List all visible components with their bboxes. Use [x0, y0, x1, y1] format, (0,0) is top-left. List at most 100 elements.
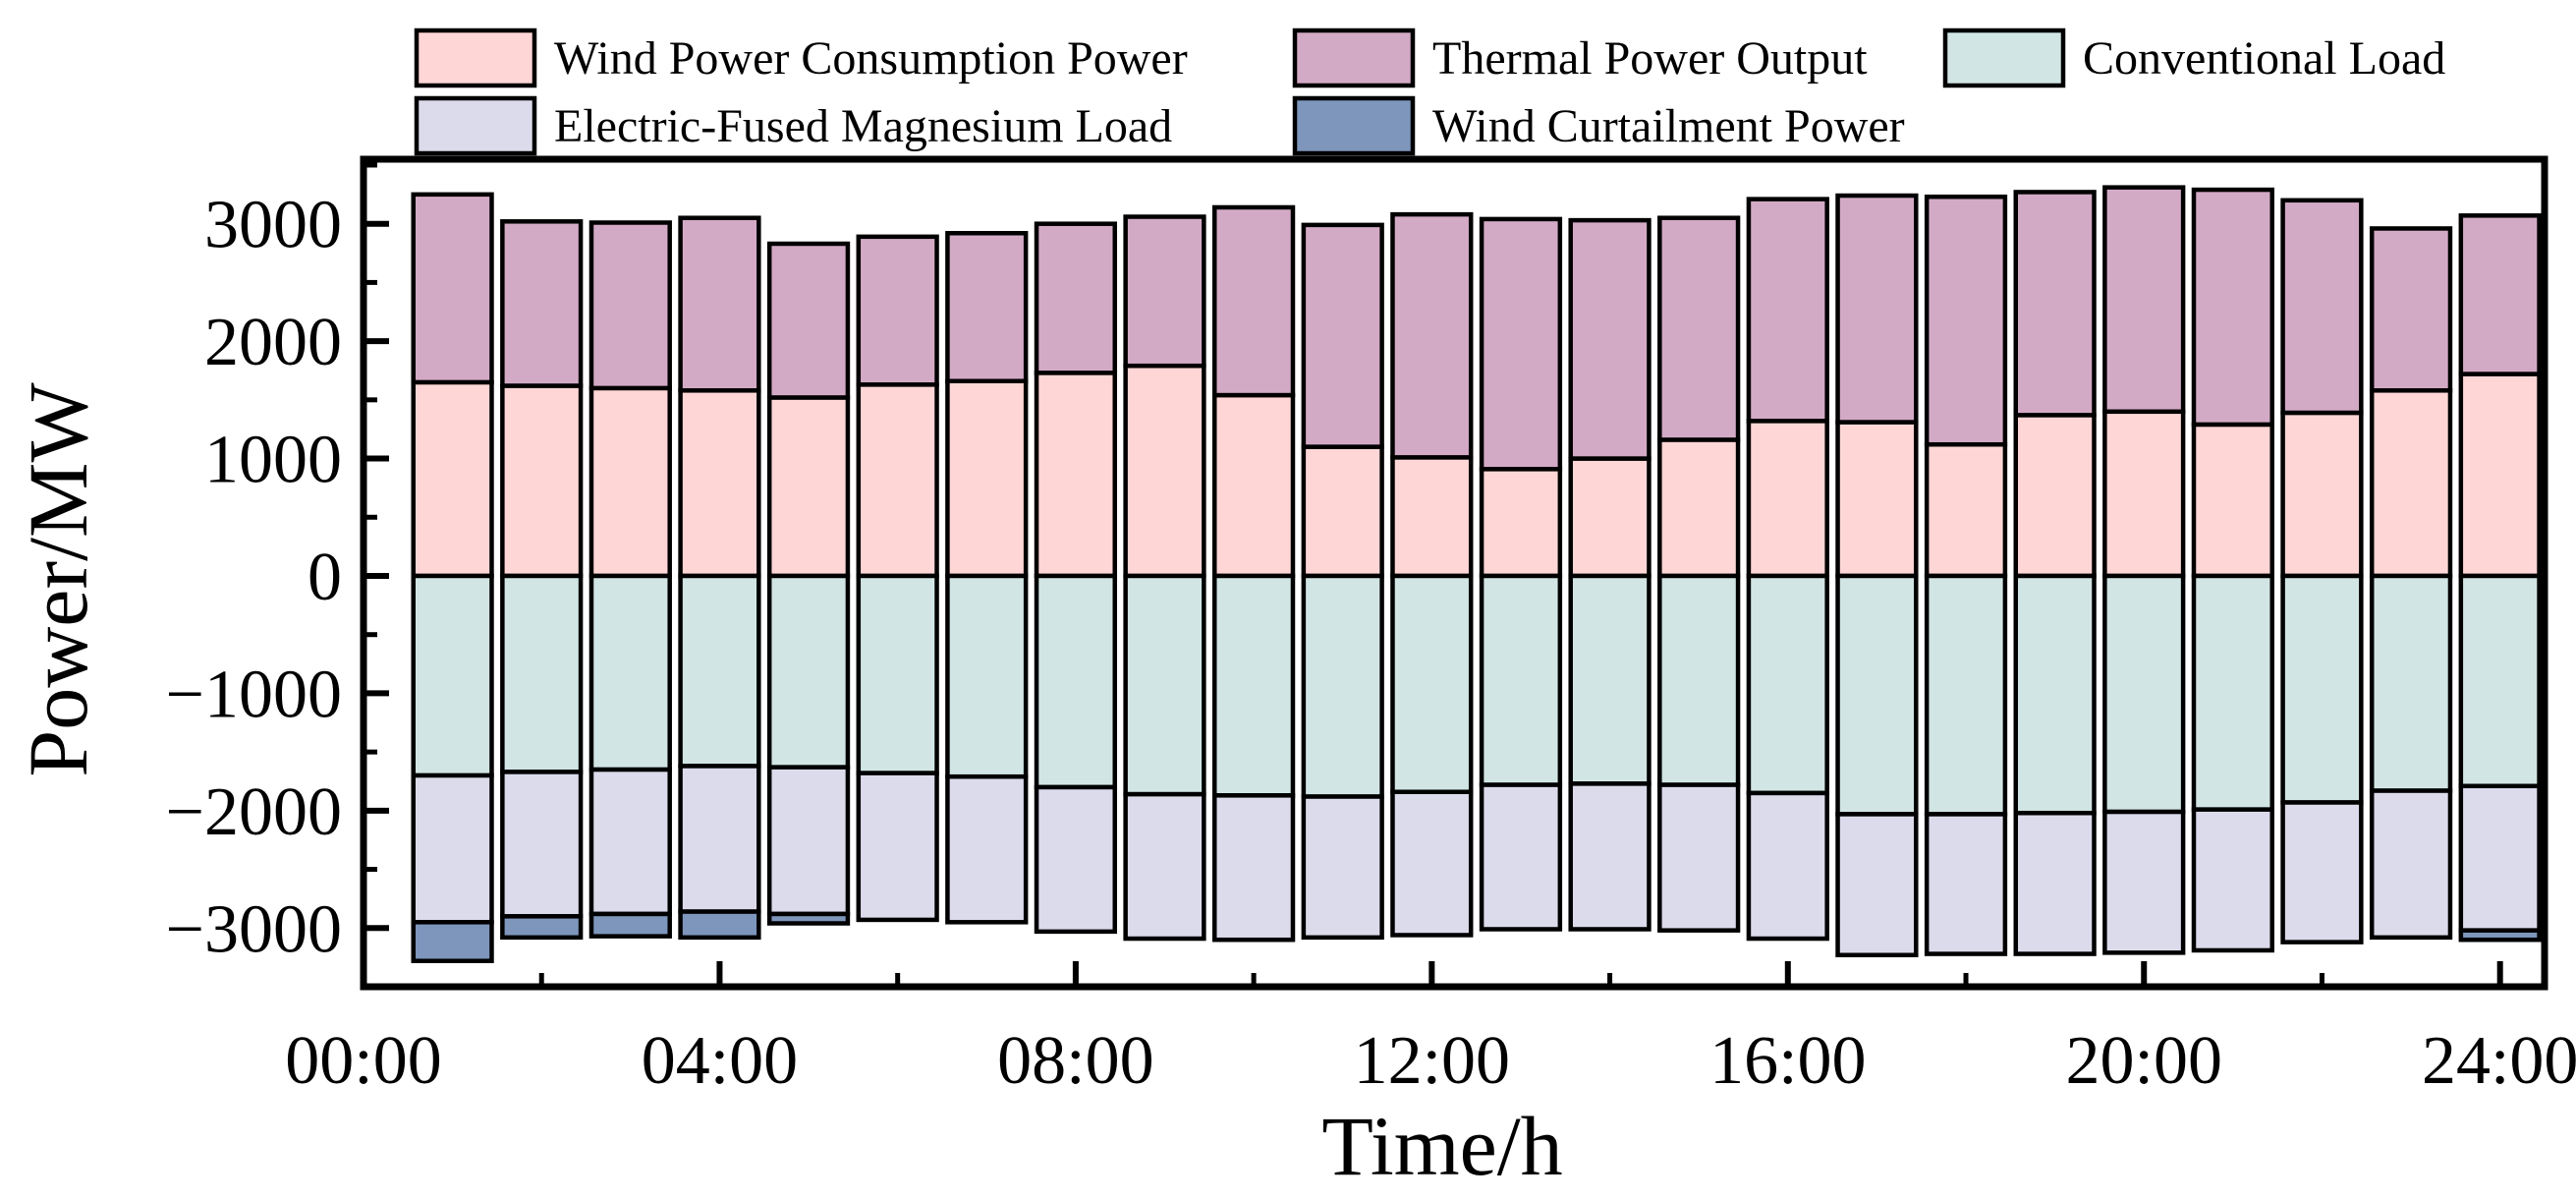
bar-conventional-load-h6	[856, 573, 939, 775]
bar-electric-fused-magnesium-load-h8	[1034, 784, 1118, 935]
y-axis-title: Power/MW	[11, 382, 105, 776]
bar-wind-power-consumption-power-h24	[2458, 372, 2542, 579]
bar-wind-power-consumption-power-h18	[1924, 441, 2008, 579]
bar-electric-fused-magnesium-load-h9	[1123, 791, 1206, 942]
legend-label: Electric-Fused Magnesium Load	[554, 100, 1172, 152]
legend-swatch	[1942, 28, 2066, 88]
bar-conventional-load-h7	[945, 573, 1029, 779]
bar-electric-fused-magnesium-load-h6	[856, 771, 939, 923]
bar-wind-power-consumption-power-h12	[1390, 455, 1474, 579]
bar-thermal-power-output-h21	[2191, 187, 2274, 428]
legend-item: Conventional Load	[1942, 28, 2445, 88]
x-tick-label: 00:00	[285, 1023, 441, 1099]
bar-thermal-power-output-h4	[678, 215, 761, 393]
bar-thermal-power-output-h23	[2369, 226, 2453, 393]
bar-conventional-load-h22	[2280, 573, 2364, 805]
bar-electric-fused-magnesium-load-h11	[1301, 794, 1384, 941]
bar-thermal-power-output-h9	[1123, 214, 1206, 369]
bar-conventional-load-h19	[2013, 573, 2097, 816]
bar-electric-fused-magnesium-load-h24	[2458, 783, 2542, 933]
bar-thermal-power-output-h3	[588, 220, 672, 391]
bar-wind-curtailment-power-h5	[766, 911, 851, 926]
bar-electric-fused-magnesium-load-h16	[1746, 790, 1829, 942]
y-tick-label: −2000	[166, 774, 342, 850]
bar-electric-fused-magnesium-load-h20	[2102, 809, 2186, 955]
bar-conventional-load-h18	[1924, 573, 2008, 817]
legend-label: Conventional Load	[2083, 32, 2445, 85]
bar-thermal-power-output-h1	[411, 192, 494, 385]
bar-wind-curtailment-power-h3	[588, 911, 672, 939]
legend-label: Wind Power Consumption Power	[554, 32, 1188, 85]
bar-wind-power-consumption-power-h2	[500, 383, 584, 579]
bar-conventional-load-h14	[1568, 573, 1652, 786]
legend-swatch	[1292, 28, 1416, 88]
bar-thermal-power-output-h5	[766, 241, 851, 400]
bar-wind-power-consumption-power-h7	[945, 378, 1029, 579]
bars-layer	[411, 185, 2542, 963]
bar-thermal-power-output-h13	[1479, 216, 1563, 472]
bar-conventional-load-h10	[1212, 573, 1296, 798]
bar-electric-fused-magnesium-load-h15	[1657, 782, 1741, 933]
bar-thermal-power-output-h7	[945, 230, 1029, 383]
bar-electric-fused-magnesium-load-h17	[1835, 812, 1919, 958]
bar-thermal-power-output-h6	[856, 234, 939, 387]
legend-item: Wind Curtailment Power	[1292, 95, 1905, 156]
y-tick-label: 1000	[204, 423, 342, 498]
bar-electric-fused-magnesium-load-h1	[411, 772, 494, 925]
bar-conventional-load-h16	[1746, 573, 1829, 796]
x-tick-label: 04:00	[642, 1023, 798, 1099]
bar-thermal-power-output-h10	[1212, 204, 1296, 398]
x-tick-label: 24:00	[2422, 1023, 2576, 1099]
legend-item: Thermal Power Output	[1292, 28, 1868, 88]
bar-thermal-power-output-h15	[1657, 215, 1741, 442]
legend-swatch	[414, 95, 537, 156]
bar-conventional-load-h9	[1123, 573, 1206, 797]
bar-conventional-load-h1	[411, 573, 494, 778]
bar-wind-power-consumption-power-h20	[2102, 409, 2186, 579]
bar-conventional-load-h20	[2102, 573, 2186, 815]
x-axis-title: Time/h	[1321, 1099, 1562, 1193]
y-axis: −3000 −2000 −1000 0 1000 2000 3000	[166, 162, 389, 990]
bar-thermal-power-output-h24	[2458, 213, 2542, 376]
legend-label: Wind Curtailment Power	[1432, 100, 1905, 152]
bar-electric-fused-magnesium-load-h12	[1390, 789, 1474, 938]
bar-electric-fused-magnesium-load-h14	[1568, 781, 1652, 932]
y-tick-label: 2000	[204, 305, 342, 380]
x-axis: 00:00 04:00 08:00 12:00 16:00 20:00 24:00	[285, 961, 2576, 1099]
bar-electric-fused-magnesium-load-h5	[766, 765, 851, 917]
legend-item: Wind Power Consumption Power	[414, 28, 1188, 88]
bar-wind-power-consumption-power-h23	[2369, 388, 2453, 579]
bar-electric-fused-magnesium-load-h4	[678, 764, 761, 914]
bar-conventional-load-h13	[1479, 573, 1563, 787]
bar-wind-curtailment-power-h2	[500, 914, 584, 941]
bar-electric-fused-magnesium-load-h3	[588, 767, 672, 917]
y-tick-label: −1000	[166, 657, 342, 732]
bar-wind-power-consumption-power-h3	[588, 385, 672, 579]
bar-conventional-load-h23	[2369, 573, 2453, 793]
bar-wind-power-consumption-power-h8	[1034, 371, 1118, 579]
bar-wind-curtailment-power-h24	[2458, 928, 2542, 943]
bar-conventional-load-h3	[588, 573, 672, 772]
bar-thermal-power-output-h19	[2013, 190, 2097, 418]
bar-thermal-power-output-h8	[1034, 221, 1118, 375]
bar-wind-curtailment-power-h4	[678, 909, 761, 941]
bar-conventional-load-h24	[2458, 573, 2542, 789]
bar-wind-power-consumption-power-h6	[856, 382, 939, 579]
bar-electric-fused-magnesium-load-h2	[500, 770, 584, 919]
bar-electric-fused-magnesium-load-h21	[2191, 807, 2274, 953]
legend-label: Thermal Power Output	[1432, 32, 1868, 85]
bar-wind-power-consumption-power-h4	[678, 388, 761, 579]
bar-conventional-load-h21	[2191, 573, 2274, 812]
legend-swatch	[1292, 95, 1416, 156]
bar-wind-power-consumption-power-h16	[1746, 419, 1829, 579]
bar-conventional-load-h4	[678, 573, 761, 769]
bar-thermal-power-output-h18	[1924, 194, 2008, 447]
bar-electric-fused-magnesium-load-h7	[945, 773, 1029, 925]
bar-thermal-power-output-h17	[1835, 193, 1919, 425]
bar-wind-power-consumption-power-h15	[1657, 437, 1741, 579]
bar-wind-power-consumption-power-h5	[766, 395, 851, 579]
x-tick-label: 08:00	[997, 1023, 1153, 1099]
y-tick-label: 3000	[204, 188, 342, 263]
bar-thermal-power-output-h14	[1568, 217, 1652, 461]
